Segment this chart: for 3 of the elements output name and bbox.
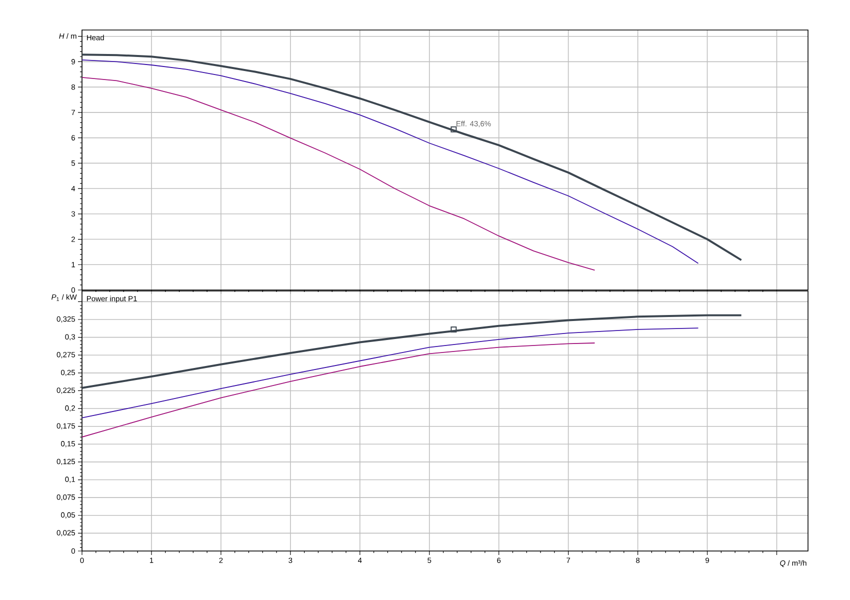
line-series (82, 342, 596, 438)
line-series (82, 314, 742, 389)
line-series (82, 76, 596, 271)
